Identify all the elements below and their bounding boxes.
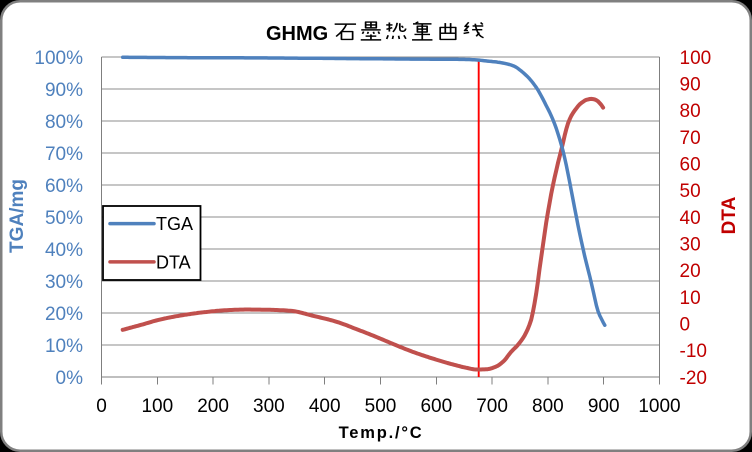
svg-text:20%: 20% [45, 304, 83, 325]
svg-text:600: 600 [420, 396, 452, 417]
svg-text:DTA: DTA [719, 196, 740, 234]
svg-text:90%: 90% [45, 80, 83, 101]
svg-text:400: 400 [309, 396, 341, 417]
svg-text:500: 500 [365, 396, 397, 417]
svg-text:10%: 10% [45, 336, 83, 357]
svg-text:20: 20 [680, 261, 701, 282]
svg-text:100: 100 [680, 48, 712, 69]
svg-text:TGA: TGA [156, 214, 193, 234]
svg-text:800: 800 [532, 396, 564, 417]
svg-text:30: 30 [680, 235, 701, 256]
svg-text:60%: 60% [45, 176, 83, 197]
svg-text:-20: -20 [680, 368, 707, 389]
svg-text:200: 200 [197, 396, 229, 417]
svg-text:0: 0 [680, 315, 691, 336]
svg-text:80: 80 [680, 101, 701, 122]
svg-text:70%: 70% [45, 144, 83, 165]
svg-text:0%: 0% [56, 368, 84, 389]
svg-text:10: 10 [680, 288, 701, 309]
svg-text:30%: 30% [45, 272, 83, 293]
svg-text:700: 700 [476, 396, 508, 417]
svg-text:60: 60 [680, 155, 701, 176]
svg-text:50: 50 [680, 181, 701, 202]
svg-text:DTA: DTA [156, 252, 191, 272]
svg-text:40%: 40% [45, 240, 83, 261]
svg-text:100%: 100% [34, 48, 83, 69]
svg-text:0: 0 [96, 396, 107, 417]
svg-text:300: 300 [253, 396, 285, 417]
svg-text:-10: -10 [680, 341, 707, 362]
svg-text:Temp./°C: Temp./°C [339, 424, 424, 442]
svg-text:80%: 80% [45, 112, 83, 133]
svg-text:TGA/mg: TGA/mg [7, 179, 28, 253]
svg-text:GHMG: GHMG [266, 23, 328, 45]
svg-text:90: 90 [680, 75, 701, 96]
svg-text:70: 70 [680, 128, 701, 149]
svg-text:40: 40 [680, 208, 701, 229]
svg-text:900: 900 [588, 396, 620, 417]
svg-text:100: 100 [141, 396, 173, 417]
svg-text:1000: 1000 [638, 396, 680, 417]
svg-text:50%: 50% [45, 208, 83, 229]
